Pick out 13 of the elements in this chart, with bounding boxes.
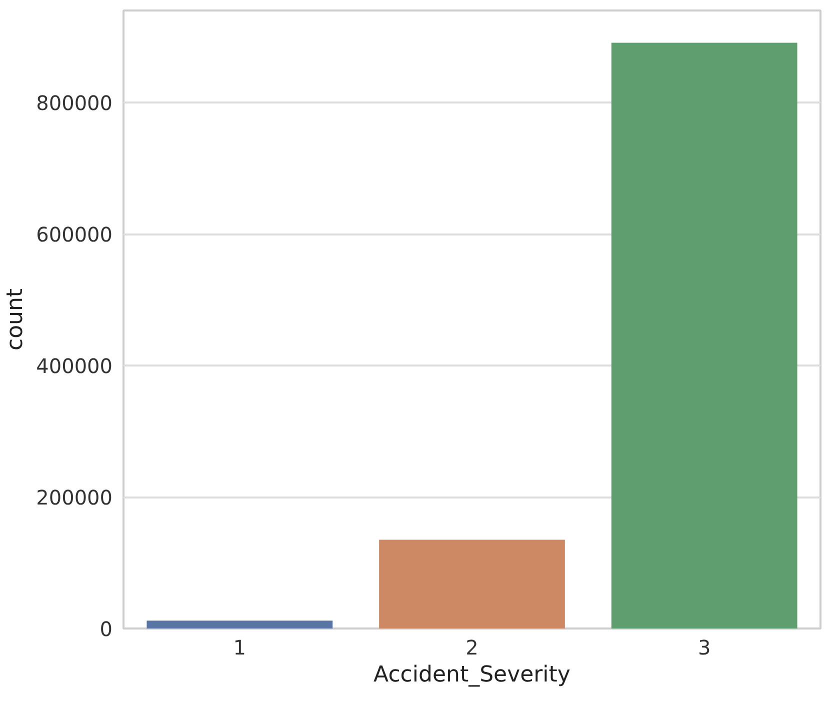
x-tick-label: 3 bbox=[698, 636, 711, 660]
x-tick-label: 1 bbox=[233, 636, 246, 660]
bar bbox=[146, 620, 333, 628]
y-tick-label: 200000 bbox=[36, 486, 113, 510]
y-tick-label: 800000 bbox=[36, 91, 113, 116]
bar bbox=[611, 42, 798, 628]
y-axis-title: count bbox=[3, 288, 28, 351]
x-axis-title: Accident_Severity bbox=[374, 662, 570, 688]
y-tick-label: 0 bbox=[100, 617, 113, 641]
x-tick-label: 2 bbox=[466, 636, 478, 660]
y-tick-label: 400000 bbox=[36, 354, 113, 378]
bar bbox=[379, 540, 565, 628]
y-tick-label: 600000 bbox=[36, 222, 113, 247]
